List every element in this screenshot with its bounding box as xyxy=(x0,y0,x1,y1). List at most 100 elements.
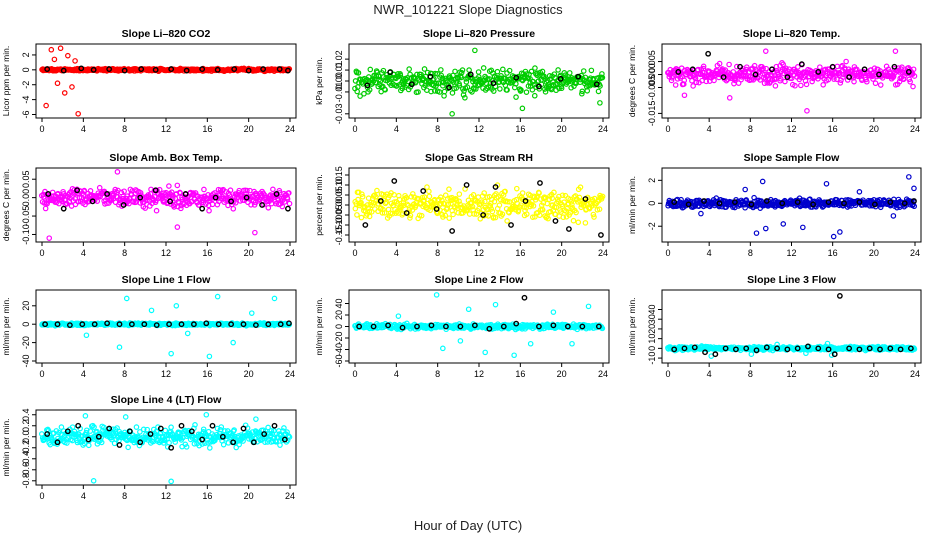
reference-point xyxy=(137,439,144,446)
reference-point xyxy=(513,74,520,81)
reference-point xyxy=(214,66,221,73)
data-point xyxy=(380,67,387,74)
data-point xyxy=(426,188,432,195)
x-tick-label: 16 xyxy=(202,369,212,379)
reference-point xyxy=(831,351,838,358)
reference-point xyxy=(593,81,600,88)
y-tick-label: -0.05 xyxy=(334,205,344,226)
data-point xyxy=(579,90,585,97)
reference-point xyxy=(250,439,257,446)
y-tick-label: -60 xyxy=(334,354,344,367)
data-point xyxy=(577,184,584,190)
x-tick-label: 12 xyxy=(161,248,171,258)
data-point xyxy=(764,80,771,86)
data-point xyxy=(355,70,362,76)
data-point xyxy=(231,427,237,433)
series-points xyxy=(39,45,293,117)
series-points xyxy=(665,292,918,359)
reference-point xyxy=(91,321,98,328)
y-tick-label: -40 xyxy=(21,354,31,367)
reference-point xyxy=(825,199,832,206)
data-point xyxy=(404,74,411,81)
outlier-point xyxy=(230,339,236,346)
y-tick-label: 0.005 xyxy=(647,50,657,73)
reference-point xyxy=(805,343,811,350)
x-tick-label: 8 xyxy=(122,124,127,134)
data-point xyxy=(448,200,454,207)
panel-title: Slope Amb. Box Temp. xyxy=(109,152,222,164)
data-point xyxy=(502,188,508,195)
reference-point xyxy=(252,322,259,329)
reference-point xyxy=(876,71,882,78)
outlier-point xyxy=(585,303,592,310)
data-point xyxy=(496,202,503,208)
reference-point xyxy=(595,323,602,330)
reference-point xyxy=(285,205,291,212)
outlier-point xyxy=(780,221,787,227)
outlier-point xyxy=(395,313,402,319)
outlier-point xyxy=(248,310,255,316)
outlier-point xyxy=(830,233,837,240)
reference-point xyxy=(147,431,154,437)
outlier-point xyxy=(550,309,557,315)
data-point xyxy=(877,82,884,88)
x-tick-label: 24 xyxy=(910,248,920,258)
data-point xyxy=(377,78,384,84)
y-tick-label: -0.005 xyxy=(647,75,657,101)
data-point xyxy=(531,92,538,99)
data-point xyxy=(452,68,458,75)
outlier-point xyxy=(214,293,221,300)
data-point xyxy=(539,68,546,75)
data-point xyxy=(792,82,798,89)
data-point xyxy=(286,434,293,440)
outlier-point xyxy=(440,345,446,352)
y-tick-label: -0.2 xyxy=(21,440,31,456)
reference-point xyxy=(228,198,235,205)
reference-point xyxy=(54,321,61,328)
reference-point xyxy=(391,178,398,184)
outlier-point xyxy=(753,230,760,236)
data-point xyxy=(899,64,905,70)
outlier-point xyxy=(168,350,174,357)
data-point xyxy=(590,75,597,82)
y-tick-label: -40 xyxy=(334,343,344,356)
outlier-point xyxy=(681,92,688,99)
reference-point xyxy=(166,321,173,328)
y-tick-label: 2 xyxy=(647,178,657,183)
data-point xyxy=(911,73,918,79)
data-point xyxy=(352,205,359,212)
x-tick-label: 0 xyxy=(665,124,670,134)
data-point xyxy=(284,196,291,202)
reference-point xyxy=(774,345,780,352)
y-tick-label: 0 xyxy=(21,67,31,72)
reference-point xyxy=(763,344,770,351)
x-tick-label: 4 xyxy=(394,124,399,134)
data-point xyxy=(183,444,190,450)
y-tick-label: 0.15 xyxy=(334,166,344,184)
reference-point xyxy=(42,321,48,328)
reference-point xyxy=(733,346,739,353)
reference-point xyxy=(798,61,805,68)
reference-point xyxy=(399,324,406,331)
data-point xyxy=(504,218,510,224)
y-tick-label: -0.8 xyxy=(21,473,31,489)
y-tick-label: -0.4 xyxy=(21,451,31,467)
x-tick-label: 0 xyxy=(665,369,670,379)
data-point xyxy=(458,69,465,76)
reference-point xyxy=(120,202,127,208)
data-point xyxy=(432,70,439,77)
reference-point xyxy=(228,321,235,328)
data-point xyxy=(726,61,732,68)
data-point xyxy=(545,215,551,222)
outlier-point xyxy=(148,307,155,314)
reference-point xyxy=(356,323,363,330)
data-point xyxy=(166,439,172,446)
data-point xyxy=(802,78,809,84)
reference-point xyxy=(385,322,391,329)
data-point xyxy=(700,65,707,72)
reference-point xyxy=(779,200,786,207)
reference-point xyxy=(420,188,427,194)
